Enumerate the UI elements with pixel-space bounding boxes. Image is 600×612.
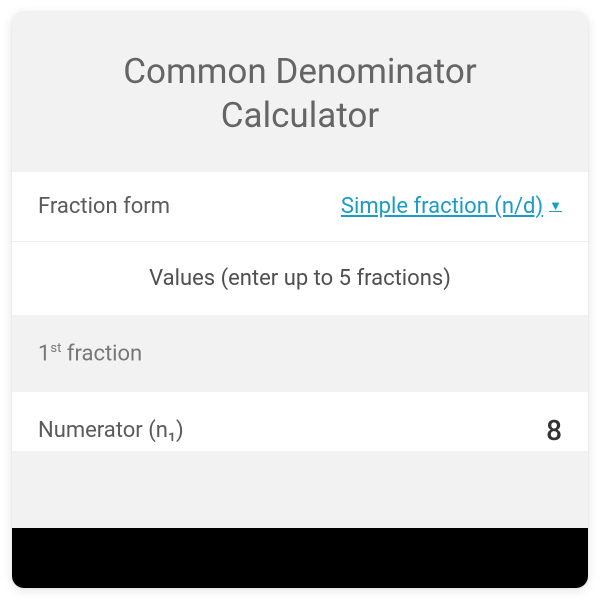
fraction-ordinal-suffix: st — [50, 341, 61, 356]
numerator-value: 8 — [546, 414, 562, 447]
fraction-form-row: Fraction form Simple fraction (n/d) ▼ — [12, 172, 588, 242]
card-header: Common Denominator Calculator — [12, 12, 588, 172]
bottom-strip — [12, 528, 588, 588]
numerator-row[interactable]: Numerator (n₁) 8 — [12, 392, 588, 451]
fraction-label-rest: fraction — [61, 341, 142, 366]
fraction-form-value: Simple fraction (n/d) — [341, 194, 543, 219]
numerator-label: Numerator (n₁) — [38, 418, 184, 443]
page-title: Common Denominator Calculator — [42, 50, 558, 138]
fraction-ordinal-num: 1 — [38, 341, 50, 366]
values-section-header: Values (enter up to 5 fractions) — [12, 242, 588, 315]
fraction-form-label: Fraction form — [38, 194, 170, 219]
calculator-card: Common Denominator Calculator Fraction f… — [12, 12, 588, 588]
fraction-1-header: 1st fraction — [12, 315, 588, 392]
fraction-form-select[interactable]: Simple fraction (n/d) ▼ — [341, 194, 562, 219]
chevron-down-icon: ▼ — [549, 198, 562, 214]
